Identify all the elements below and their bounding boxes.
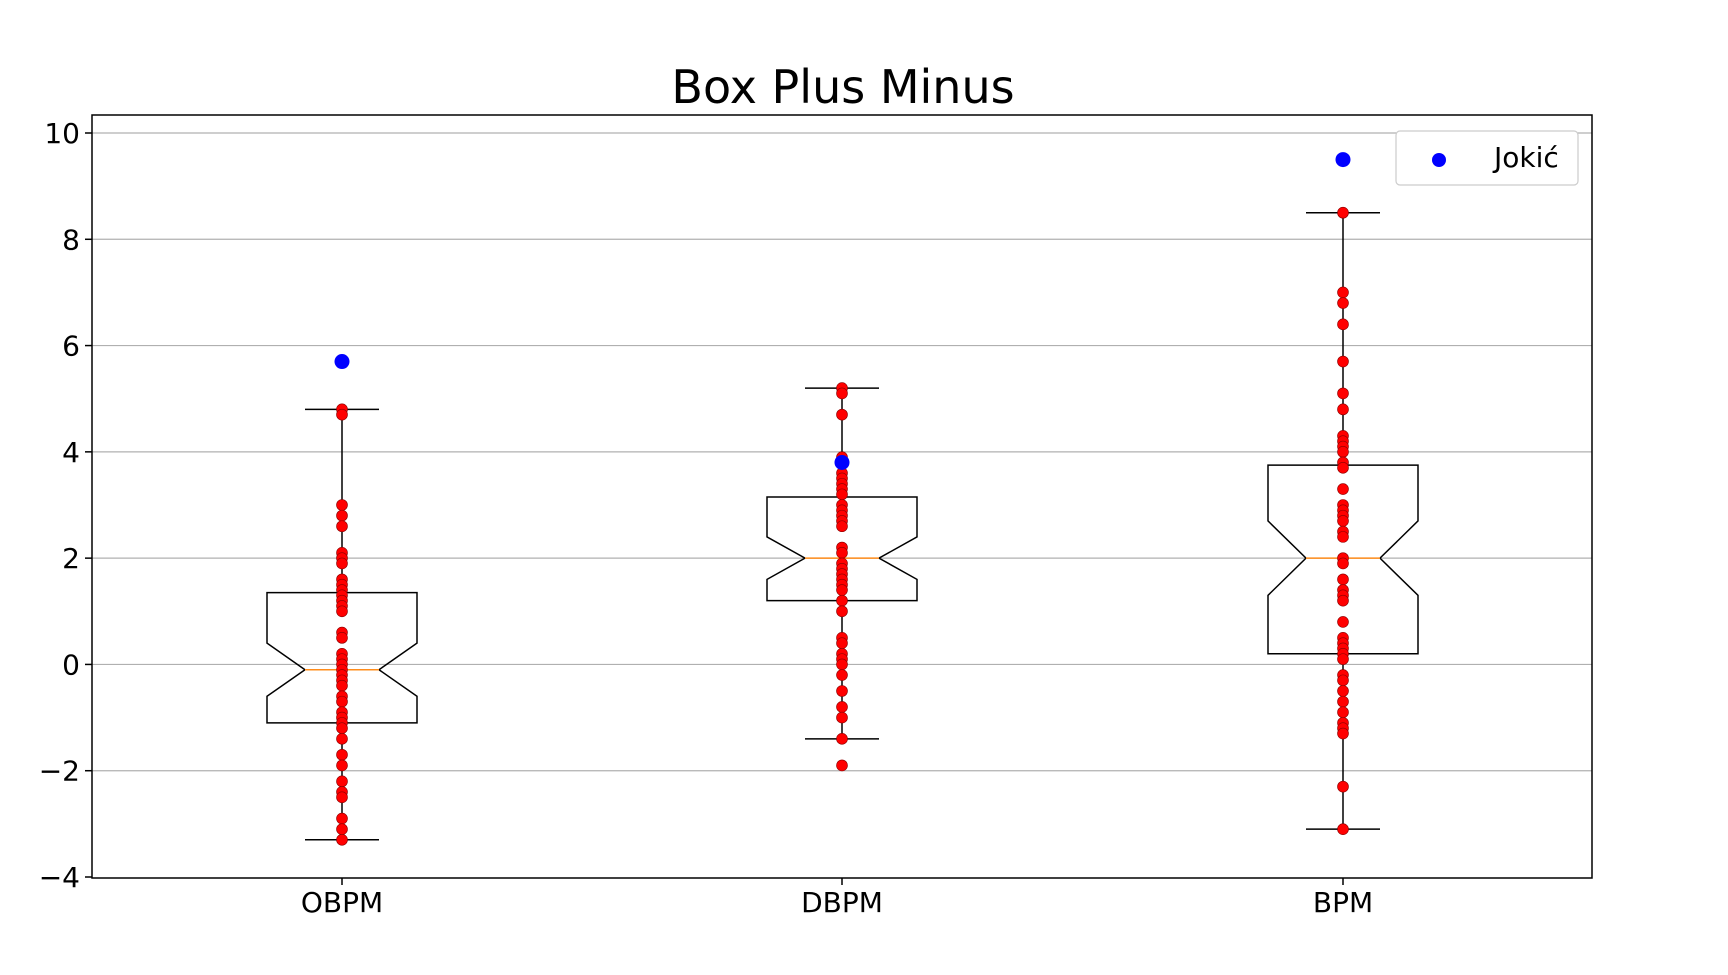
data-point-obpm-36 <box>336 812 348 825</box>
data-point-obpm-35 <box>336 791 348 804</box>
data-point-bpm-34 <box>1337 685 1349 697</box>
legend: Jokić <box>1395 130 1579 186</box>
data-point-bpm-3 <box>1337 318 1349 331</box>
data-point-dbpm-1 <box>836 387 848 400</box>
y-tick-label-4: 4 <box>62 436 80 469</box>
data-point-bpm-5 <box>1337 387 1349 400</box>
data-point-bpm-36 <box>1337 706 1349 719</box>
y-tick-label-0: 0 <box>62 648 80 681</box>
data-point-bpm-21 <box>1337 557 1349 570</box>
data-point-dbpm-14 <box>836 520 848 533</box>
data-point-obpm-2 <box>336 499 348 511</box>
data-point-bpm-1 <box>1337 286 1349 299</box>
data-point-dbpm-35 <box>836 759 848 772</box>
data-point-obpm-29 <box>336 722 348 735</box>
data-point-dbpm-34 <box>836 733 848 745</box>
data-point-dbpm-32 <box>836 701 848 713</box>
data-point-bpm-13 <box>1337 483 1349 495</box>
data-point-dbpm-30 <box>836 669 848 681</box>
y-tick-label--2: −2 <box>39 755 80 788</box>
data-point-obpm-7 <box>336 557 348 570</box>
data-point-bpm-19 <box>1337 531 1349 543</box>
legend-frame <box>1395 130 1579 186</box>
data-point-obpm-23 <box>336 679 348 692</box>
data-point-obpm-25 <box>336 695 348 708</box>
data-point-dbpm-9 <box>836 488 848 501</box>
data-point-bpm-40 <box>1337 780 1349 793</box>
data-point-obpm-37 <box>336 823 348 835</box>
chart-title: Box Plus Minus <box>671 60 1014 114</box>
data-point-bpm-31 <box>1337 653 1349 665</box>
data-point-obpm-32 <box>336 759 348 772</box>
box-obpm <box>266 591 418 724</box>
y-tick-label-10: 10 <box>44 117 80 150</box>
data-point-dbpm-26 <box>836 637 848 649</box>
data-point-dbpm-31 <box>836 685 848 697</box>
x-tick-label-dbpm: DBPM <box>801 886 883 919</box>
data-point-obpm-30 <box>336 733 348 745</box>
data-point-bpm-17 <box>1337 515 1349 527</box>
y-tick-label--4: −4 <box>39 861 80 894</box>
highlight-point-obpm <box>334 354 350 370</box>
data-point-bpm-4 <box>1337 355 1349 368</box>
box-dbpm <box>766 496 918 602</box>
data-point-bpm-22 <box>1337 573 1349 586</box>
x-tick-label-obpm: OBPM <box>301 886 383 919</box>
y-tick-label-2: 2 <box>62 542 80 575</box>
x-tick-label-bpm: BPM <box>1313 886 1373 919</box>
legend-marker-jokic <box>1432 153 1446 167</box>
data-point-bpm-35 <box>1337 695 1349 708</box>
data-point-bpm-2 <box>1337 297 1349 309</box>
data-point-obpm-3 <box>336 509 348 522</box>
data-point-bpm-26 <box>1337 616 1349 628</box>
data-point-dbpm-23 <box>836 594 848 607</box>
data-point-bpm-33 <box>1337 674 1349 687</box>
data-point-obpm-1 <box>336 408 348 421</box>
data-point-bpm-12 <box>1337 461 1349 474</box>
data-point-dbpm-22 <box>836 584 848 596</box>
y-tick-label-8: 8 <box>62 223 80 256</box>
highlight-point-dbpm <box>834 454 850 470</box>
data-point-bpm-39 <box>1337 727 1349 740</box>
data-point-obpm-33 <box>336 775 348 788</box>
data-point-bpm-6 <box>1337 403 1349 416</box>
x-axis: OBPM DBPM BPM <box>301 878 1373 919</box>
legend-label-jokic: Jokić <box>1492 141 1559 174</box>
point-layer <box>336 206 1349 846</box>
data-point-bpm-10 <box>1337 446 1349 458</box>
data-point-obpm-31 <box>336 748 348 761</box>
highlight-layer <box>334 152 1351 470</box>
data-point-obpm-14 <box>336 605 348 618</box>
data-point-bpm-25 <box>1337 594 1349 607</box>
data-point-dbpm-24 <box>836 605 848 618</box>
data-point-dbpm-2 <box>836 408 848 421</box>
data-point-obpm-38 <box>336 833 348 846</box>
data-point-dbpm-29 <box>836 658 848 671</box>
data-point-obpm-16 <box>336 632 348 644</box>
data-point-bpm-0 <box>1337 206 1349 219</box>
data-point-dbpm-33 <box>836 711 848 724</box>
data-point-obpm-4 <box>336 520 348 533</box>
data-point-dbpm-16 <box>836 547 848 559</box>
y-axis: −4 −2 0 2 4 6 8 10 <box>39 117 92 894</box>
box-bpm <box>1267 464 1419 655</box>
y-tick-label-6: 6 <box>62 330 80 363</box>
highlight-point-bpm <box>1335 152 1351 168</box>
data-point-bpm-41 <box>1337 823 1349 835</box>
